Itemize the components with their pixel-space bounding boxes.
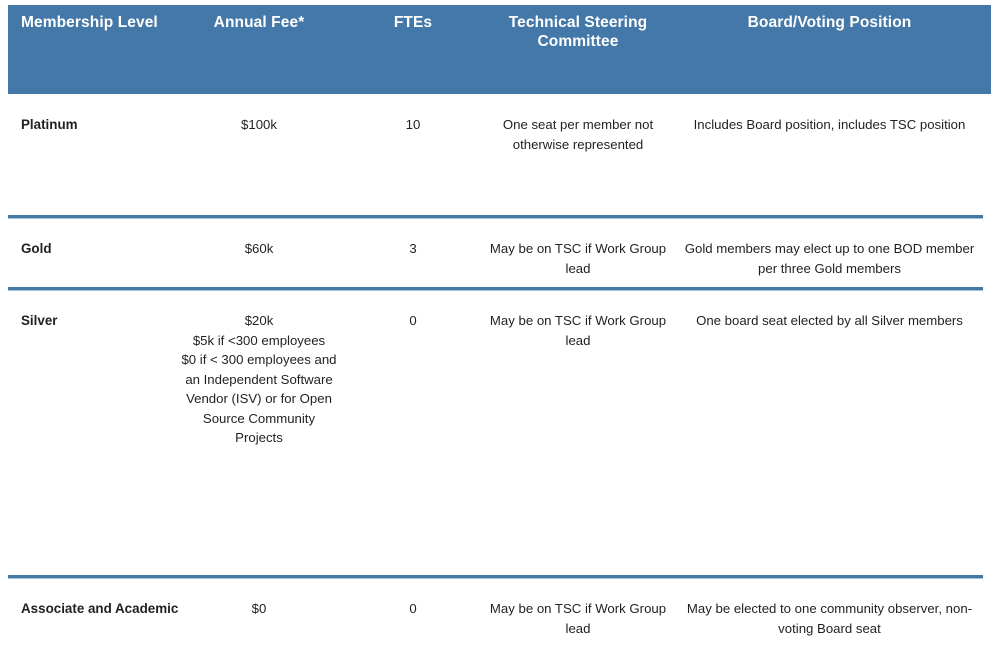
- column-header-technical-steering-committee: Technical Steering Committee: [508, 14, 648, 50]
- table-body: Platinum $100k 10 One seat per member no…: [0, 94, 991, 662]
- cell-tsc: May be on TSC if Work Group lead: [489, 241, 667, 276]
- row-divider: [8, 575, 983, 579]
- cell-annual-fee: $60k: [244, 241, 274, 256]
- cell-ftes: 0: [409, 313, 417, 328]
- cell-ftes: 3: [409, 241, 417, 256]
- column-header-membership-level: Membership Level: [21, 14, 158, 31]
- table-row: Silver $20k $5k if <300 employees $0 if …: [0, 290, 991, 579]
- column-header-board-voting-position: Board/Voting Position: [747, 14, 912, 31]
- cell-board-position: May be elected to one community observer…: [686, 601, 973, 636]
- cell-ftes: 10: [405, 117, 421, 132]
- cell-annual-fee: $20k $5k if <300 employees $0 if < 300 e…: [181, 313, 337, 445]
- cell-membership-level: Platinum: [21, 117, 78, 132]
- cell-annual-fee: $100k: [241, 117, 277, 132]
- cell-tsc: One seat per member not otherwise repres…: [502, 117, 654, 152]
- table-header-row: Membership Level Annual Fee* FTEs Techni…: [8, 5, 991, 94]
- column-header-annual-fee: Annual Fee*: [213, 14, 305, 31]
- cell-ftes: 0: [409, 601, 417, 616]
- cell-board-position: Gold members may elect up to one BOD mem…: [684, 241, 975, 276]
- cell-tsc: May be on TSC if Work Group lead: [489, 601, 667, 636]
- cell-board-position: One board seat elected by all Silver mem…: [696, 313, 963, 328]
- column-header-ftes: FTEs: [393, 14, 433, 31]
- table-row: Gold $60k 3 May be on TSC if Work Group …: [0, 218, 991, 291]
- row-divider: [8, 287, 983, 291]
- cell-board-position: Includes Board position, includes TSC po…: [693, 117, 966, 132]
- cell-tsc: May be on TSC if Work Group lead: [489, 313, 667, 348]
- table-row: Platinum $100k 10 One seat per member no…: [0, 94, 991, 219]
- cell-membership-level: Gold: [21, 241, 52, 256]
- cell-membership-level: Associate and Academic: [21, 601, 179, 616]
- cell-annual-fee: $0: [251, 601, 267, 616]
- table-row: Associate and Academic $0 0 May be on TS…: [0, 578, 991, 662]
- row-divider: [8, 215, 983, 219]
- cell-membership-level: Silver: [21, 313, 58, 328]
